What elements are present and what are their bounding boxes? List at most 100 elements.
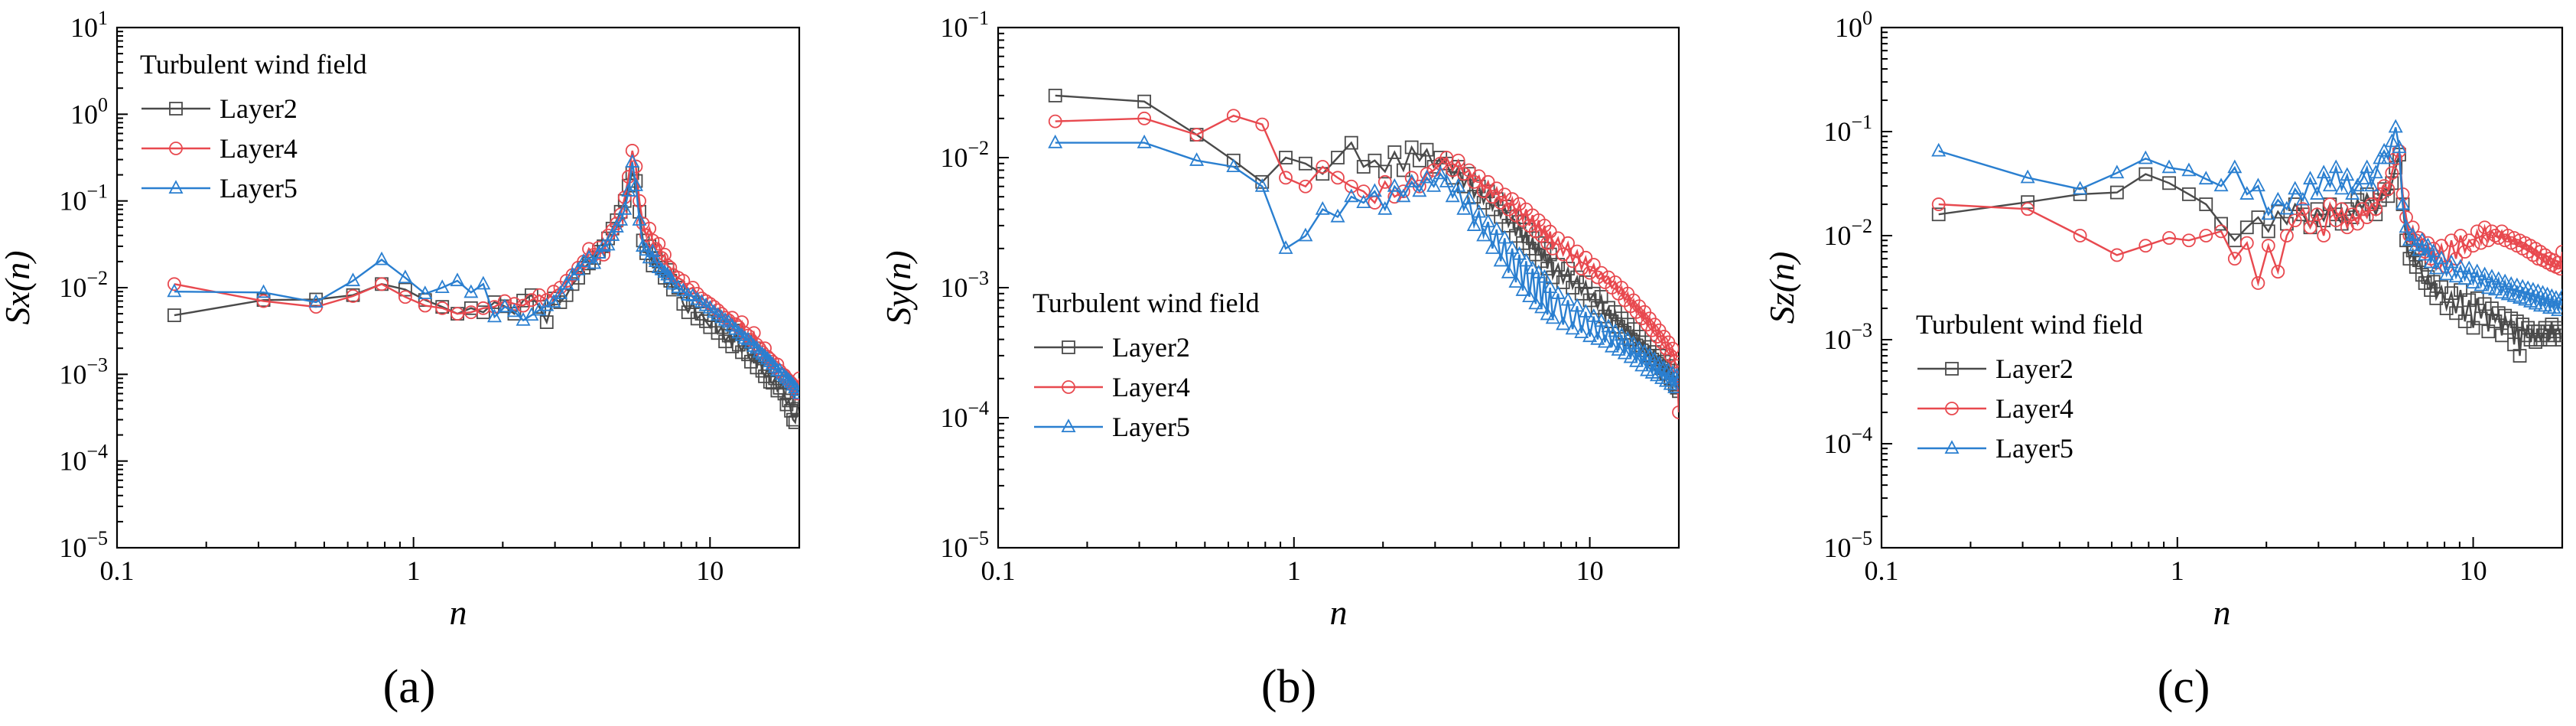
legend-title: Turbulent wind field: [1916, 309, 2143, 340]
circle-marker: [1505, 192, 1520, 207]
triangle-marker: [2316, 164, 2331, 179]
triangle-marker: [632, 212, 647, 226]
y-tick-label: 10−3: [59, 353, 108, 389]
square-marker: [1590, 301, 1605, 315]
circle-marker: [1137, 111, 1152, 125]
triangle-marker: [486, 308, 502, 323]
square-marker: [398, 282, 412, 297]
square-marker: [2462, 293, 2477, 308]
triangle-marker: [2376, 142, 2392, 157]
x-tick-label: 10: [1576, 555, 1604, 586]
circle-marker: [2369, 202, 2383, 216]
triangle-marker: [2270, 191, 2285, 206]
x-tick-label: 1: [2171, 555, 2184, 586]
triangle-marker: [1597, 334, 1612, 348]
triangle-marker: [1481, 213, 1496, 228]
legend-title: Turbulent wind field: [1033, 288, 1260, 318]
triangle-marker: [2474, 277, 2489, 291]
triangle-marker: [1534, 299, 1550, 314]
legend: Turbulent wind field Layer2 Layer4 Layer5: [1033, 288, 1260, 442]
triangle-marker: [1315, 200, 1330, 215]
triangle-marker: [2368, 164, 2383, 179]
square-marker: [2481, 324, 2496, 339]
square-marker: [169, 102, 183, 116]
square-marker: [1556, 275, 1570, 289]
triangle-marker: [1512, 246, 1527, 260]
triangle-marker: [571, 262, 586, 275]
square-marker: [2555, 333, 2562, 347]
circle-marker: [1561, 236, 1575, 250]
x-tick-label: 0.1: [100, 555, 135, 586]
triangle-marker: [2310, 186, 2325, 200]
circle-marker: [1344, 179, 1358, 194]
circle-marker: [507, 297, 522, 311]
x-tick-label: 1: [407, 555, 421, 586]
triangle-marker: [783, 374, 798, 389]
y-tick-label: 10−2: [59, 267, 108, 303]
circle-marker: [1543, 224, 1557, 239]
triangle-marker: [1626, 335, 1641, 350]
circle-marker: [1672, 405, 1679, 419]
circle-marker: [2377, 179, 2392, 194]
triangle-marker: [374, 251, 389, 265]
chart-panel-b: 0.1 1 10 10−5 10−4 10−3 10−2 10−1 n Sy(n) Turbulen…: [879, 7, 1680, 713]
triangle-marker: [1189, 152, 1205, 166]
y-tick-label: 10−3: [940, 267, 989, 303]
triangle-marker: [1426, 178, 1442, 192]
triangle-marker: [2350, 177, 2365, 192]
circle-marker: [532, 288, 547, 302]
legend-item-layer5: Layer5: [141, 173, 298, 203]
triangle-marker: [2470, 263, 2485, 278]
triangle-marker: [2439, 266, 2454, 281]
square-marker: [2466, 321, 2480, 335]
triangle-marker: [1550, 285, 1566, 299]
circle-marker: [2303, 220, 2317, 235]
triangle-marker: [2395, 196, 2411, 210]
circle-marker: [2317, 229, 2331, 243]
y-axis-label: Sz(n): [1762, 252, 1801, 324]
triangle-marker: [2461, 260, 2477, 275]
triangle-marker: [1642, 347, 1657, 361]
square-marker: [2109, 185, 2124, 200]
triangle-marker: [539, 297, 555, 311]
triangle-marker: [167, 283, 182, 298]
circle-marker: [1670, 359, 1679, 373]
legend-label: Layer4: [1112, 372, 1190, 402]
square-marker: [2239, 220, 2254, 235]
circle-marker: [476, 301, 490, 315]
triangle-marker: [717, 311, 733, 326]
circle-marker: [1594, 265, 1608, 280]
circle-marker: [2553, 262, 2562, 276]
triangle-marker: [1462, 190, 1477, 205]
circle-marker: [2181, 233, 2196, 248]
square-marker: [1331, 151, 1345, 164]
circle-marker: [346, 289, 360, 303]
triangle-marker: [2239, 186, 2255, 200]
triangle-marker: [1476, 227, 1491, 242]
circle-marker: [2466, 239, 2480, 253]
triangle-marker: [617, 200, 633, 215]
legend-item-layer2: Layer2: [1917, 353, 2073, 384]
triangle-marker: [2399, 219, 2414, 233]
square-marker: [167, 308, 181, 323]
x-axis: 0.1 1 10: [100, 537, 800, 586]
series-layer5: [167, 154, 799, 399]
circle-marker: [2501, 229, 2516, 243]
square-marker: [2251, 210, 2265, 224]
triangle-marker: [759, 350, 775, 365]
triangle-marker: [256, 284, 272, 298]
circle-marker: [1586, 258, 1601, 272]
triangle-marker: [1944, 440, 1960, 454]
triangle-marker: [2261, 206, 2276, 220]
legend-item-layer5: Layer5: [1917, 433, 2073, 464]
square-marker: [788, 415, 799, 429]
triangle-marker: [1456, 200, 1472, 215]
circle-marker: [1462, 163, 1476, 177]
triangle-marker: [587, 255, 602, 269]
square-marker: [1137, 94, 1152, 109]
triangle-marker: [743, 334, 759, 349]
circle-marker: [1579, 250, 1593, 265]
triangle-marker: [506, 303, 522, 317]
x-axis-label: n: [2213, 593, 2231, 632]
circle-marker: [418, 298, 432, 313]
